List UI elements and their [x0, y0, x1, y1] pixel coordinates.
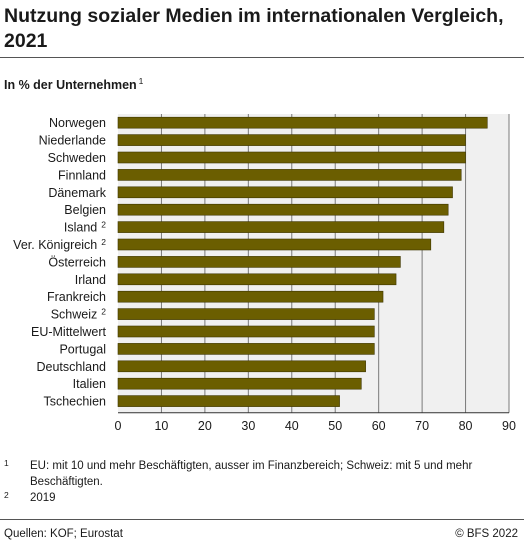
category-name: Niederlande	[39, 134, 106, 148]
category-label: Island 2	[64, 220, 106, 235]
category-label: Deutschland	[37, 360, 107, 374]
category-label: Tschechien	[43, 395, 106, 409]
bar	[117, 273, 397, 286]
x-tick-label: 70	[415, 419, 429, 433]
category-label: Niederlande	[39, 134, 106, 148]
category-label: Belgien	[64, 203, 106, 217]
x-tick-label: 90	[502, 419, 516, 433]
footnote-2-number: 2	[4, 490, 9, 500]
subtitle-text: In % der Unternehmen	[4, 78, 137, 93]
category-name: Dänemark	[48, 186, 106, 200]
bar	[117, 395, 340, 407]
source-note: Quellen: KOF; Eurostat	[4, 528, 123, 540]
x-tick-label: 40	[285, 419, 299, 433]
category-labels: Norwegen Niederlande Schweden Finnland Dänem…	[13, 116, 107, 408]
category-name: EU-Mittelwert	[31, 325, 107, 339]
x-tick-label: 80	[459, 419, 473, 433]
x-tick-label: 60	[372, 419, 386, 433]
bar	[117, 169, 462, 181]
category-label: Dänemark	[48, 186, 106, 200]
bar	[117, 203, 449, 216]
copyright-note: © BFS 2022	[455, 528, 518, 540]
category-name: Ver. Königreich	[13, 238, 97, 252]
bottom-divider	[0, 519, 524, 520]
category-name: Frankreich	[47, 290, 106, 304]
bar	[117, 343, 375, 355]
category-label: Schweiz 2	[51, 307, 107, 322]
bar	[117, 116, 488, 129]
category-label: Irland	[75, 273, 106, 287]
category-name: Belgien	[64, 203, 106, 217]
category-label: Italien	[73, 377, 106, 391]
category-label: EU-Mittelwert	[31, 325, 107, 339]
bar	[117, 134, 466, 146]
category-label: Portugal	[59, 342, 106, 356]
category-name: Österreich	[48, 255, 106, 269]
bar	[117, 256, 401, 268]
x-tick-label: 0	[115, 419, 122, 433]
x-tick-label: 50	[328, 419, 342, 433]
category-name: Island	[64, 221, 97, 235]
footnote-1-text: EU: mit 10 und mehr Beschäftigten, ausse…	[30, 460, 473, 488]
category-label: Ver. Königreich 2	[13, 237, 106, 252]
footnote-2-text: 2019	[30, 492, 56, 504]
bar-chart: Norwegen Niederlande Schweden Finnland Dänem…	[13, 114, 516, 433]
category-name: Italien	[73, 377, 106, 391]
footnote-1-number: 1	[4, 458, 9, 468]
bar	[117, 325, 375, 338]
category-footnote-ref: 2	[101, 237, 106, 247]
category-label: Schweden	[48, 151, 106, 165]
bar	[117, 377, 362, 390]
chart-subtitle: In % der Unternehmen 1	[4, 76, 143, 92]
category-name: Norwegen	[49, 116, 106, 130]
bar	[117, 186, 453, 199]
bars	[117, 116, 488, 407]
bar	[117, 238, 432, 251]
category-label: Österreich	[48, 255, 106, 269]
chart-title: Nutzung sozialer Medien im international…	[4, 5, 504, 52]
bar	[117, 221, 445, 233]
bar	[117, 308, 375, 320]
category-label: Frankreich	[47, 290, 106, 304]
bar	[117, 151, 466, 164]
category-name: Tschechien	[43, 395, 106, 409]
footnote-2: 2 2019	[4, 490, 514, 506]
category-footnote-ref: 2	[101, 220, 106, 230]
category-name: Schweiz	[51, 308, 98, 322]
x-tick-label: 30	[241, 419, 255, 433]
x-tick-label: 20	[198, 419, 212, 433]
x-tick-label: 10	[154, 419, 168, 433]
category-name: Portugal	[59, 342, 106, 356]
top-divider	[0, 57, 524, 58]
category-name: Irland	[75, 273, 106, 287]
bar	[117, 360, 366, 373]
x-tick-labels: 0 10 20 30 40 50 60 70 80 90	[115, 419, 516, 433]
category-label: Norwegen	[49, 116, 106, 130]
category-footnote-ref: 2	[101, 307, 106, 317]
category-label: Finnland	[58, 168, 106, 182]
bar	[117, 290, 384, 303]
footnotes: 1 EU: mit 10 und mehr Beschäftigten, aus…	[4, 458, 514, 506]
footnote-1: 1 EU: mit 10 und mehr Beschäftigten, aus…	[4, 458, 514, 490]
subtitle-footnote-ref: 1	[138, 76, 144, 86]
category-name: Deutschland	[37, 360, 107, 374]
category-name: Schweden	[48, 151, 106, 165]
category-name: Finnland	[58, 168, 106, 182]
